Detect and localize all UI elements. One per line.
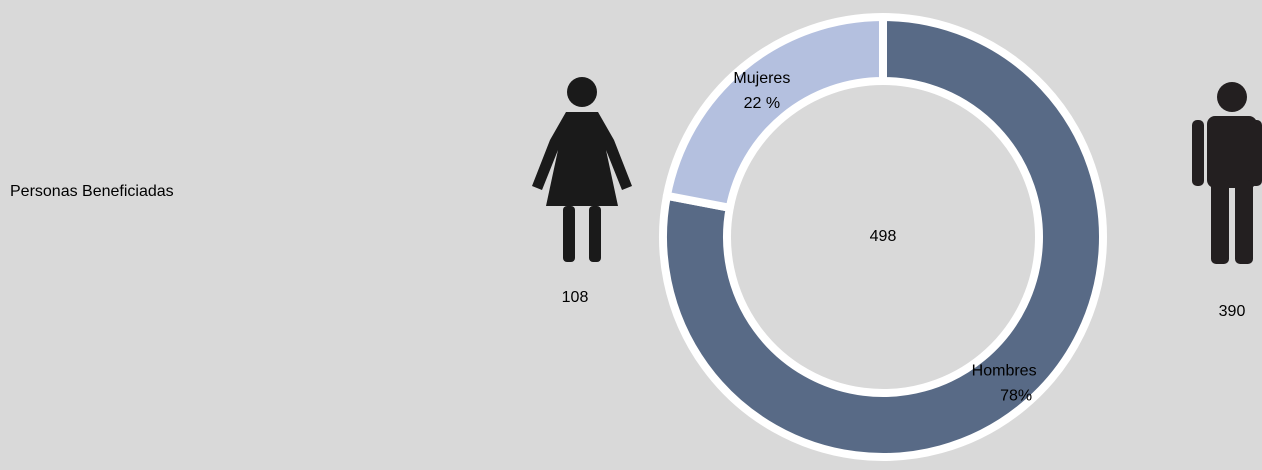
- segment-value-label: 78%: [1000, 388, 1032, 405]
- segment-category-label: Mujeres: [733, 70, 790, 87]
- segment-category-label: Hombres: [972, 363, 1037, 380]
- donut-segment: [659, 13, 1107, 461]
- count-label: 390: [1219, 303, 1246, 320]
- woman-icon: [532, 77, 632, 262]
- man-icon: [1192, 82, 1262, 264]
- total-label: 498: [870, 228, 897, 245]
- count-label: 108: [562, 289, 589, 306]
- segment-value-label: 22 %: [744, 95, 780, 112]
- donut-segment: [662, 13, 887, 212]
- chart-title: Personas Beneficiadas: [10, 183, 174, 200]
